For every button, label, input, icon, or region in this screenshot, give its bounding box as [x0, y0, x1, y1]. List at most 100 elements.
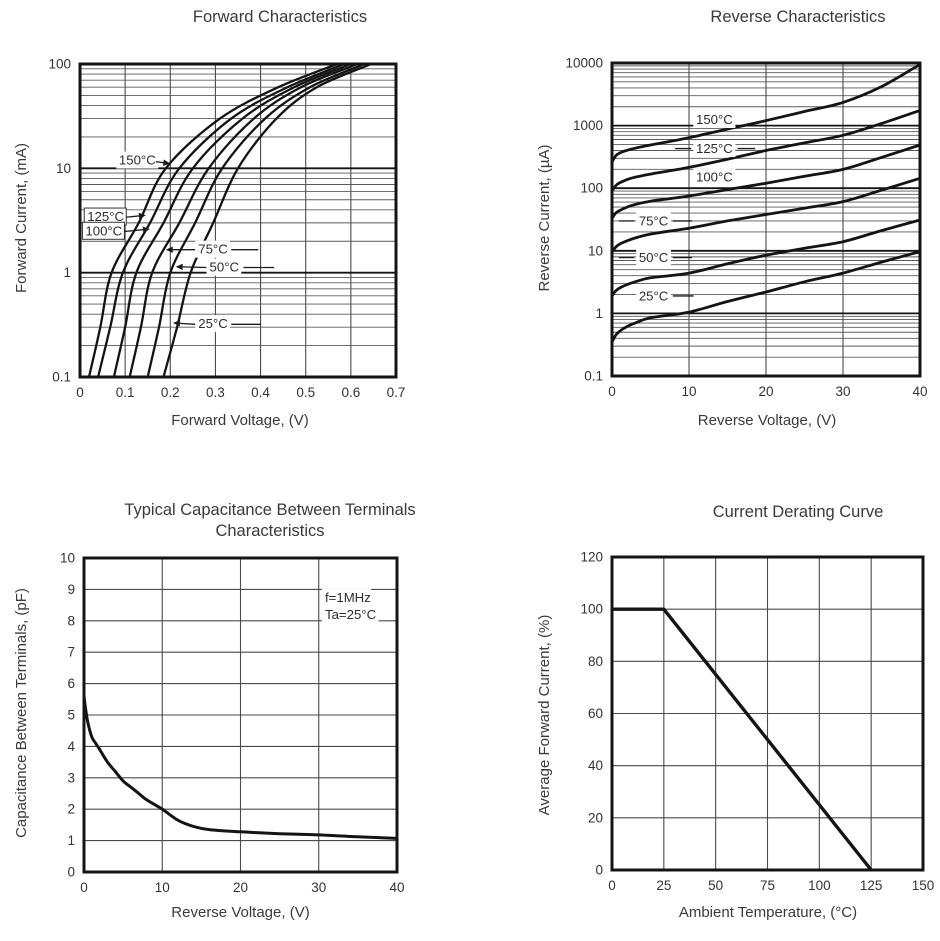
- curve-150c: [610, 63, 921, 163]
- svg-text:0: 0: [76, 385, 84, 400]
- forward-characteristics-panel: 0 0.1 0.2 0.3 0.4 0.5 0.6 0.7 0.1 1 10 100 150°C 125°…: [0, 0, 470, 470]
- svg-text:4: 4: [67, 739, 75, 754]
- svg-text:20: 20: [233, 880, 248, 895]
- plot-border: [610, 61, 922, 378]
- svg-text:100: 100: [48, 57, 71, 72]
- annotation-label: 125°C: [87, 209, 124, 224]
- svg-text:10000: 10000: [565, 56, 603, 71]
- svg-text:10: 10: [681, 384, 696, 399]
- curve-25c: [162, 62, 372, 378]
- curve-100c: [610, 143, 921, 220]
- y-axis-label: Reverse Current, (µA): [536, 144, 553, 292]
- capacitance-characteristics-panel: 0 10 20 30 40 0 1 2 3 4 5 6 7 8 9 10 f=1MHz Ta=25°C Typic…: [0, 470, 470, 940]
- annotation-label: 100°C: [85, 223, 122, 238]
- chart-title: Reverse Characteristics: [710, 8, 886, 26]
- svg-text:40: 40: [912, 384, 927, 399]
- curve-50c: [146, 62, 365, 378]
- annotation-label: 125°C: [696, 141, 733, 156]
- tick-labels: 0 25 50 75 100 125 150 0 20 40 60 80 100 120: [580, 550, 934, 894]
- svg-text:0: 0: [80, 880, 88, 895]
- annotation-label: f=1MHz: [325, 590, 371, 605]
- curve-75c: [128, 62, 359, 378]
- annotation-label: Ta=25°C: [325, 607, 377, 622]
- annotation-label: 100°C: [696, 170, 733, 185]
- svg-text:2: 2: [67, 802, 75, 817]
- svg-text:150: 150: [912, 878, 935, 893]
- svg-text:50: 50: [708, 878, 723, 893]
- plot-border: [610, 555, 925, 872]
- svg-text:7: 7: [67, 645, 75, 660]
- annotation-label: 75°C: [639, 213, 669, 228]
- svg-text:0.5: 0.5: [296, 385, 315, 400]
- reverse-chart-canvas: 0 10 20 30 40 0.1 1 10 100 1000 10000 150°C 125°C 100…: [565, 56, 927, 400]
- series-curves: [612, 607, 873, 872]
- svg-text:8: 8: [67, 613, 75, 628]
- svg-text:10: 10: [588, 243, 603, 258]
- arrowhead-icon: [162, 159, 171, 166]
- curve-capacitance: [82, 695, 398, 840]
- svg-text:0.6: 0.6: [341, 385, 360, 400]
- x-axis-label: Forward Voltage, (V): [171, 412, 309, 429]
- series-curves: [610, 63, 921, 343]
- annotation-label: 25°C: [198, 316, 228, 331]
- svg-text:0: 0: [608, 384, 616, 399]
- svg-text:100: 100: [808, 878, 831, 893]
- x-axis-label: Reverse Voltage, (V): [171, 904, 310, 921]
- svg-text:0: 0: [608, 878, 616, 893]
- svg-text:80: 80: [588, 654, 603, 669]
- y-axis-label: Capacitance Between Terminals, (pF): [13, 588, 30, 838]
- svg-text:3: 3: [67, 770, 75, 785]
- x-axis-label: Ambient Temperature, (°C): [678, 904, 858, 921]
- svg-text:40: 40: [389, 880, 404, 895]
- svg-text:1: 1: [67, 833, 75, 848]
- curve-125c: [610, 109, 921, 192]
- curve-75c: [610, 176, 921, 253]
- current-derating-panel: 0 25 50 75 100 125 150 0 20 40 60 80 100 120 Current …: [470, 470, 940, 940]
- svg-text:30: 30: [835, 384, 850, 399]
- svg-text:25: 25: [656, 878, 671, 893]
- plot-border: [78, 62, 398, 379]
- svg-text:0.4: 0.4: [251, 385, 270, 400]
- curve-25c: [610, 250, 921, 343]
- svg-text:0.1: 0.1: [116, 385, 135, 400]
- svg-text:30: 30: [311, 880, 326, 895]
- gridlines: [612, 557, 923, 870]
- svg-text:75: 75: [760, 878, 775, 893]
- x-axis-label: Reverse Voltage, (V): [697, 412, 837, 429]
- gridlines: [80, 64, 396, 377]
- svg-text:0.7: 0.7: [387, 385, 406, 400]
- annotation-label: 50°C: [639, 250, 669, 265]
- annotation-label: 25°C: [639, 288, 669, 303]
- curve-125c: [96, 62, 345, 378]
- arrowhead-icon: [138, 212, 146, 220]
- y-axis-label: Forward Current, (mA): [13, 142, 30, 294]
- chart-title: Current Derating Curve: [712, 503, 884, 521]
- svg-text:125: 125: [860, 878, 883, 893]
- svg-text:0.1: 0.1: [584, 369, 603, 384]
- svg-text:120: 120: [580, 550, 603, 565]
- tick-labels: 0 0.1 0.2 0.3 0.4 0.5 0.6 0.7 0.1 1 10 100: [48, 57, 405, 401]
- svg-text:40: 40: [588, 758, 603, 773]
- svg-text:1000: 1000: [573, 118, 603, 133]
- tick-labels: 0 10 20 30 40 0.1 1 10 100 1000 10000: [565, 56, 927, 400]
- series-curves: [87, 62, 372, 378]
- svg-text:10: 10: [155, 880, 170, 895]
- derating-chart-canvas: 0 25 50 75 100 125 150 0 20 40 60 80 100 120: [580, 550, 934, 894]
- arrowhead-icon: [142, 226, 150, 233]
- gridlines: [84, 558, 397, 872]
- svg-text:20: 20: [758, 384, 773, 399]
- svg-text:0.1: 0.1: [52, 370, 71, 385]
- svg-text:100: 100: [580, 181, 603, 196]
- svg-text:0.3: 0.3: [206, 385, 225, 400]
- curve-100c: [112, 62, 352, 378]
- capacitance-chart-canvas: 0 10 20 30 40 0 1 2 3 4 5 6 7 8 9 10 f=1MHz Ta=25°C: [60, 551, 405, 896]
- curve-150c: [87, 62, 338, 378]
- plot-border: [82, 556, 399, 874]
- annotation-label: 150°C: [119, 153, 156, 168]
- svg-text:0: 0: [67, 865, 75, 880]
- svg-text:1: 1: [595, 306, 603, 321]
- chart-title: Forward Characteristics: [192, 8, 368, 26]
- reverse-characteristics-panel: 0 10 20 30 40 0.1 1 10 100 1000 10000 150°C 125°C 100…: [470, 0, 940, 470]
- svg-text:0.2: 0.2: [161, 385, 180, 400]
